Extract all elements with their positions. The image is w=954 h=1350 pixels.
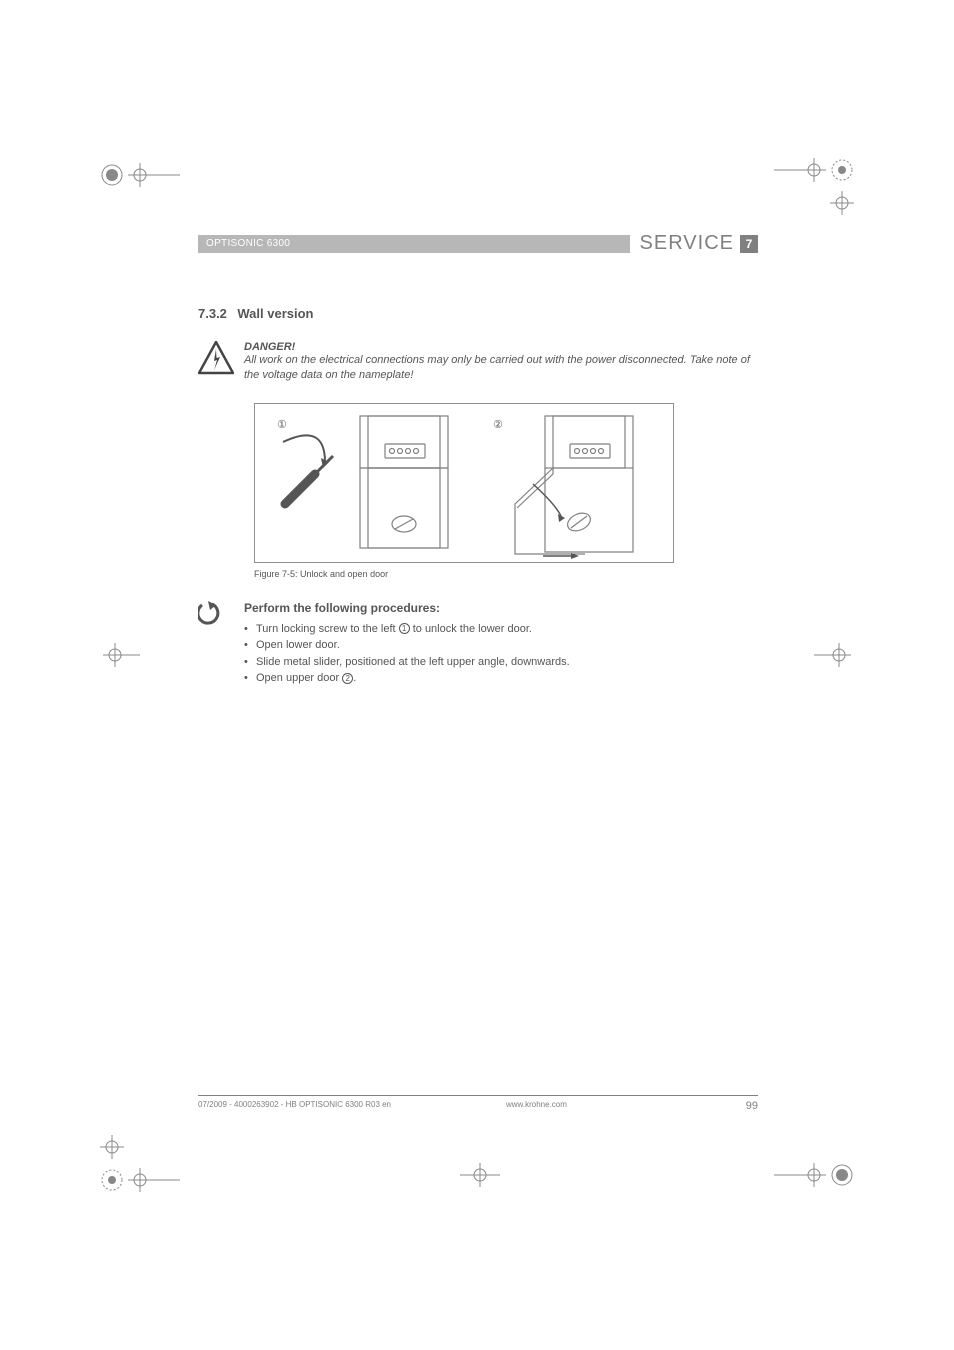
chapter-header: OPTISONIC 6300 SERVICE 7 — [198, 232, 758, 255]
figure-unlock-door: ① ② — [254, 403, 674, 563]
page-number: 99 — [674, 1100, 758, 1112]
svg-text:②: ② — [493, 419, 503, 431]
footer-url: www.krohne.com — [506, 1100, 674, 1112]
svg-text:①: ① — [277, 419, 287, 431]
crop-mark-tr — [774, 155, 854, 215]
crop-mark-mr — [814, 640, 854, 670]
list-item: Slide metal slider, positioned at the le… — [244, 654, 758, 671]
list-item: Open upper door 2. — [244, 670, 758, 687]
chapter-title: SERVICE — [630, 232, 740, 255]
crop-mark-ml — [100, 640, 140, 670]
procedure-icon — [198, 601, 244, 687]
procedure-heading: Perform the following procedures: — [244, 601, 758, 615]
page-footer: 07/2009 - 4000263902 - HB OPTISONIC 6300… — [198, 1095, 758, 1112]
crop-mark-tl — [100, 155, 180, 195]
crop-mark-bc — [460, 1160, 500, 1190]
danger-label: DANGER! — [244, 341, 758, 353]
crop-mark-bl — [100, 1135, 180, 1195]
danger-icon — [198, 341, 244, 383]
footer-docid: 07/2009 - 4000263902 - HB OPTISONIC 6300… — [198, 1100, 506, 1112]
section-title: Wall version — [237, 306, 313, 321]
section-heading: 7.3.2 Wall version — [198, 305, 758, 323]
chapter-number: 7 — [740, 235, 758, 253]
list-item: Turn locking screw to the left 1 to unlo… — [244, 621, 758, 638]
procedure-list: Turn locking screw to the left 1 to unlo… — [244, 621, 758, 687]
figure-caption: Figure 7-5: Unlock and open door — [254, 569, 758, 579]
crop-mark-br — [774, 1155, 854, 1195]
list-item: Open lower door. — [244, 637, 758, 654]
product-name: OPTISONIC 6300 — [206, 238, 290, 249]
danger-body: All work on the electrical connections m… — [244, 354, 750, 381]
section-number: 7.3.2 — [198, 306, 227, 321]
